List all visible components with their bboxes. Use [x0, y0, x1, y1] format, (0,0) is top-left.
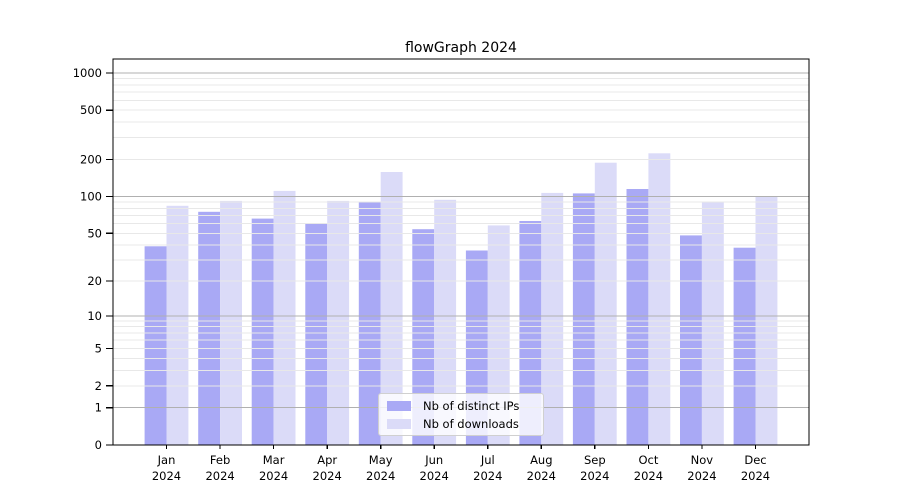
x-tick-label-month: Aug — [530, 453, 552, 467]
legend-swatch-distinct-ips — [387, 400, 411, 411]
x-tick-label-year: 2024 — [205, 469, 234, 483]
x-tick-label-year: 2024 — [580, 469, 609, 483]
x-tick-label-month: Jul — [480, 453, 495, 467]
bar-downloads-may — [380, 172, 403, 445]
legend-item-distinct-ips: Nb of distinct IPs — [379, 397, 543, 414]
y-tick-label: 10 — [87, 309, 102, 323]
y-tick-label: 2 — [95, 379, 102, 393]
x-tick-label-month: Feb — [210, 453, 230, 467]
x-tick-label-year: 2024 — [634, 469, 663, 483]
legend-swatch-downloads — [387, 418, 411, 429]
y-tick-label: 5 — [95, 342, 102, 356]
bar-distinct-ips-sep — [572, 193, 595, 445]
x-tick-label-year: 2024 — [152, 469, 181, 483]
bar-downloads-mar — [273, 190, 296, 445]
x-tick-label-month: Mar — [263, 453, 285, 467]
x-tick-label-year: 2024 — [259, 469, 288, 483]
y-tick-label: 1000 — [73, 66, 102, 80]
bar-distinct-ips-jan — [144, 246, 167, 445]
bar-downloads-jan — [166, 205, 189, 445]
legend: Nb of distinct IPs Nb of downloads — [378, 393, 544, 436]
y-tick-label: 500 — [80, 103, 102, 117]
x-tick-label-month: Apr — [317, 453, 337, 467]
bar-downloads-apr — [327, 200, 350, 445]
x-tick-label-month: Dec — [744, 453, 766, 467]
bar-distinct-ips-oct — [626, 189, 649, 445]
bar-downloads-aug — [541, 192, 564, 445]
x-tick-label-month: Oct — [638, 453, 658, 467]
bar-distinct-ips-may — [358, 201, 381, 445]
y-tick-label: 1 — [95, 401, 102, 415]
bar-downloads-feb — [220, 200, 242, 445]
y-tick-label: 50 — [87, 226, 102, 240]
x-tick-label-year: 2024 — [741, 469, 770, 483]
bar-downloads-nov — [701, 201, 724, 445]
x-tick-label-month: Jun — [424, 453, 443, 467]
x-tick-label-year: 2024 — [473, 469, 502, 483]
y-tick-label: 0 — [95, 438, 102, 452]
y-tick-label: 20 — [87, 274, 102, 288]
plot-border — [112, 58, 810, 446]
chart-title: flowGraph 2024 — [405, 40, 517, 56]
legend-item-downloads: Nb of downloads — [379, 415, 543, 432]
y-tick-label: 200 — [80, 152, 102, 166]
bar-distinct-ips-mar — [251, 218, 274, 445]
bar-distinct-ips-dec — [733, 247, 756, 445]
bar-distinct-ips-feb — [198, 211, 221, 445]
bar-distinct-ips-jun — [412, 229, 435, 445]
x-tick-label-year: 2024 — [366, 469, 395, 483]
x-tick-label-month: Nov — [691, 453, 714, 467]
legend-label-downloads: Nb of downloads — [423, 416, 519, 431]
bar-downloads-jul — [487, 225, 510, 445]
bar-distinct-ips-apr — [305, 223, 328, 445]
x-tick-label-year: 2024 — [687, 469, 716, 483]
y-tick-label: 100 — [80, 190, 102, 204]
x-tick-label-month: Sep — [584, 453, 606, 467]
x-tick-label-month: Jan — [157, 453, 176, 467]
bar-downloads-jun — [434, 199, 457, 445]
x-tick-label-year: 2024 — [420, 469, 449, 483]
x-tick-label-year: 2024 — [313, 469, 342, 483]
bar-downloads-sep — [594, 162, 617, 445]
bar-downloads-oct — [648, 153, 671, 446]
x-tick-label-year: 2024 — [527, 469, 556, 483]
legend-label-distinct-ips: Nb of distinct IPs — [423, 398, 520, 413]
x-tick-label-month: May — [369, 453, 393, 467]
